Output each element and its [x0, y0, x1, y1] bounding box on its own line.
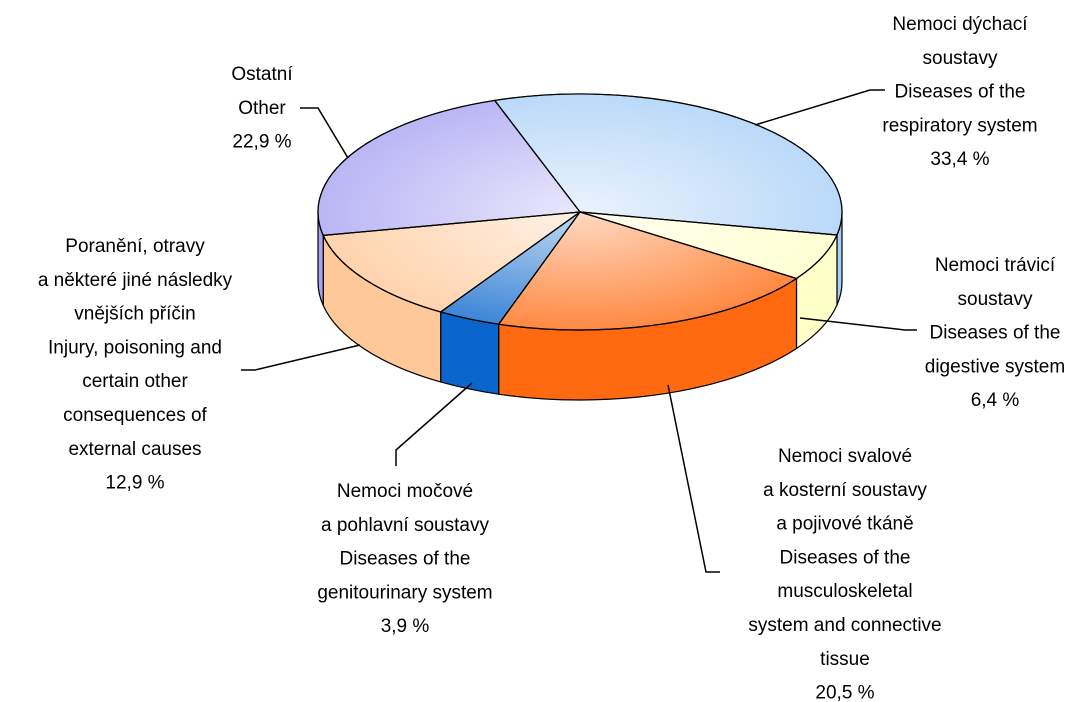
slice-label: respiratory system [882, 115, 1037, 136]
slice-label: Diseases of the [895, 82, 1026, 103]
slice-label: Nemoci svalové [778, 446, 912, 467]
slice-label: soustavy [958, 289, 1033, 310]
slice-label: Ostatní [231, 64, 293, 85]
slice-label: a pojivové tkáně [776, 514, 913, 535]
pie-slice-outline [317, 99, 582, 237]
slice-label: Poranění, otravy [65, 236, 205, 257]
pie-slice-outline [322, 211, 583, 313]
slice-label: system and connective [748, 615, 941, 636]
leader-line [754, 89, 885, 126]
slice-label: vnějších příčin [74, 304, 195, 325]
slice-label: consequences of [63, 405, 207, 426]
value-label: 12,9 % [105, 473, 164, 494]
slice-label: Diseases of the [340, 549, 471, 570]
slice-label: Nemoci močové [337, 481, 473, 502]
slice-label: Diseases of the [780, 547, 911, 568]
slice-label: Injury, poisoning and [48, 337, 222, 358]
value-label: 22,9 % [232, 132, 291, 153]
leader-line [667, 384, 720, 573]
slice-label: tissue [820, 649, 870, 670]
leader-line [799, 317, 917, 331]
slice-label: genitourinary system [317, 582, 492, 603]
value-label: 3,9 % [381, 616, 430, 637]
slice-label: Nemoci dýchací [892, 14, 1028, 35]
slice-label: Diseases of the [930, 323, 1061, 344]
leader-line [300, 107, 349, 159]
slice-label: musculoskeletal [777, 581, 912, 602]
slice-label: digestive system [925, 356, 1065, 377]
slice-label: a některé jiné následky [38, 270, 233, 291]
value-label: 20,5 % [815, 683, 874, 702]
slice-label: a kosterní soustavy [763, 480, 927, 501]
slice-label: a pohlavní soustavy [321, 515, 489, 536]
slice-label: external causes [68, 439, 201, 460]
slice-label: soustavy [923, 48, 998, 69]
pie-slice-outline [497, 211, 798, 331]
slice-label: Nemoci trávicí [935, 255, 1056, 276]
pie-slice-outline [493, 93, 843, 236]
slice-label: Other [238, 98, 286, 119]
leader-line [241, 344, 361, 371]
value-label: 6,4 % [971, 390, 1020, 411]
pie-side [440, 311, 500, 395]
value-label: 33,4 % [930, 149, 989, 170]
slice-label: certain other [82, 371, 188, 392]
leader-line [395, 382, 473, 466]
